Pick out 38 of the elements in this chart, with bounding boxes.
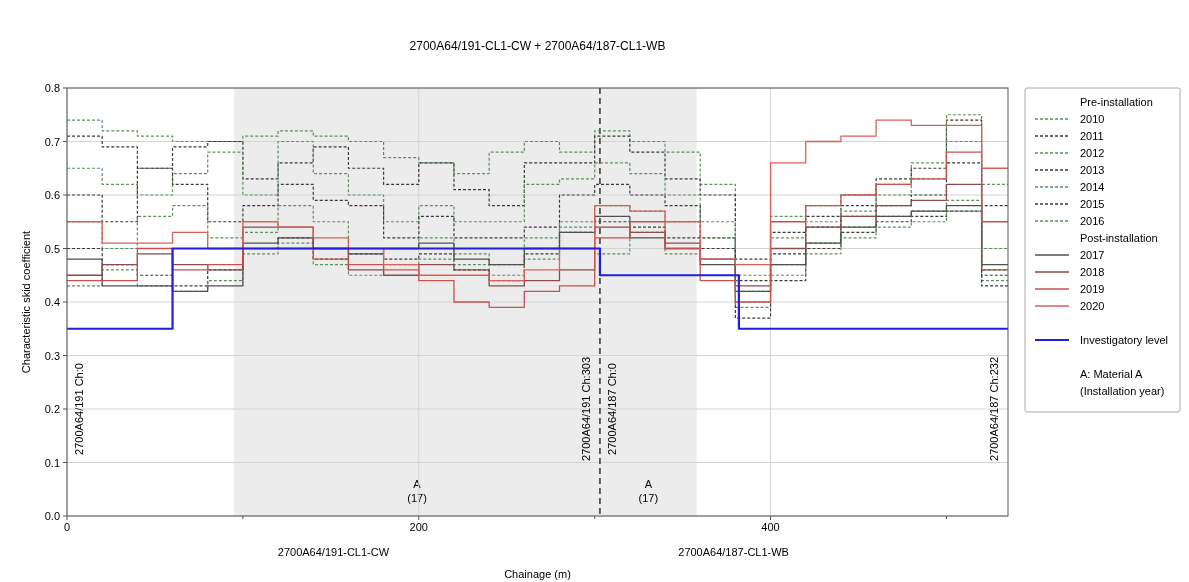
y-tick-label: 0.6 [44,189,60,201]
y-tick-label: 0.8 [44,82,60,94]
legend-title: Pre-installation [1080,96,1153,108]
text: 2700A64/187-CL1-WB [678,546,789,558]
band-label: A (17) [638,478,659,504]
x-tick-label: 200 [409,521,428,533]
legend-label: 2017 [1080,249,1105,261]
legend-label: 2010 [1080,113,1105,125]
legend-label: 2012 [1080,147,1105,159]
text: A: Material A (Installation year) [1080,368,1165,397]
legend-label: 2013 [1080,164,1105,176]
legend-label: 2019 [1080,283,1105,295]
chart-title: 2700A64/191-CL1-CW + 2700A64/187-CL1-WB [409,39,666,53]
y-tick-label: 0.5 [44,242,60,255]
y-axis-title: Characteristic skid coefficient [20,230,32,374]
y-tick-label: 0.0 [44,510,60,522]
legend-label: 2015 [1080,198,1105,210]
annotation: 2700A64/187 Ch:0 [605,363,618,455]
legend-label: Investigatory level [1080,334,1169,346]
text: 2700A64/191-CL1-CW [277,546,390,558]
y-tick-label: 0.3 [44,349,60,362]
annotation: 2700A64/187 Ch:232 [988,357,1000,461]
text: Post-installation [1080,232,1158,244]
legend-label: 2020 [1080,300,1105,312]
x-tick-label: 400 [761,521,780,533]
x-tick-label: 0 [63,521,71,533]
y-tick-label: 0.4 [44,296,60,308]
y-tick-label: 0.7 [44,135,60,148]
legend-label: 2018 [1080,266,1105,278]
legend-label: 2011 [1080,130,1104,142]
legend-label: 2016 [1080,215,1105,227]
x-axis-title: Chainage (m) [504,568,571,580]
annotation: 2700A64/191 Ch:0 [73,363,85,455]
y-tick-label: 0.2 [44,403,60,415]
y-tick-label: 0.1 [44,456,60,469]
annotation: 2700A64/191 Ch:303 [579,357,592,461]
band-label: A (17) [407,478,427,504]
legend-label: 2014 [1080,181,1105,193]
